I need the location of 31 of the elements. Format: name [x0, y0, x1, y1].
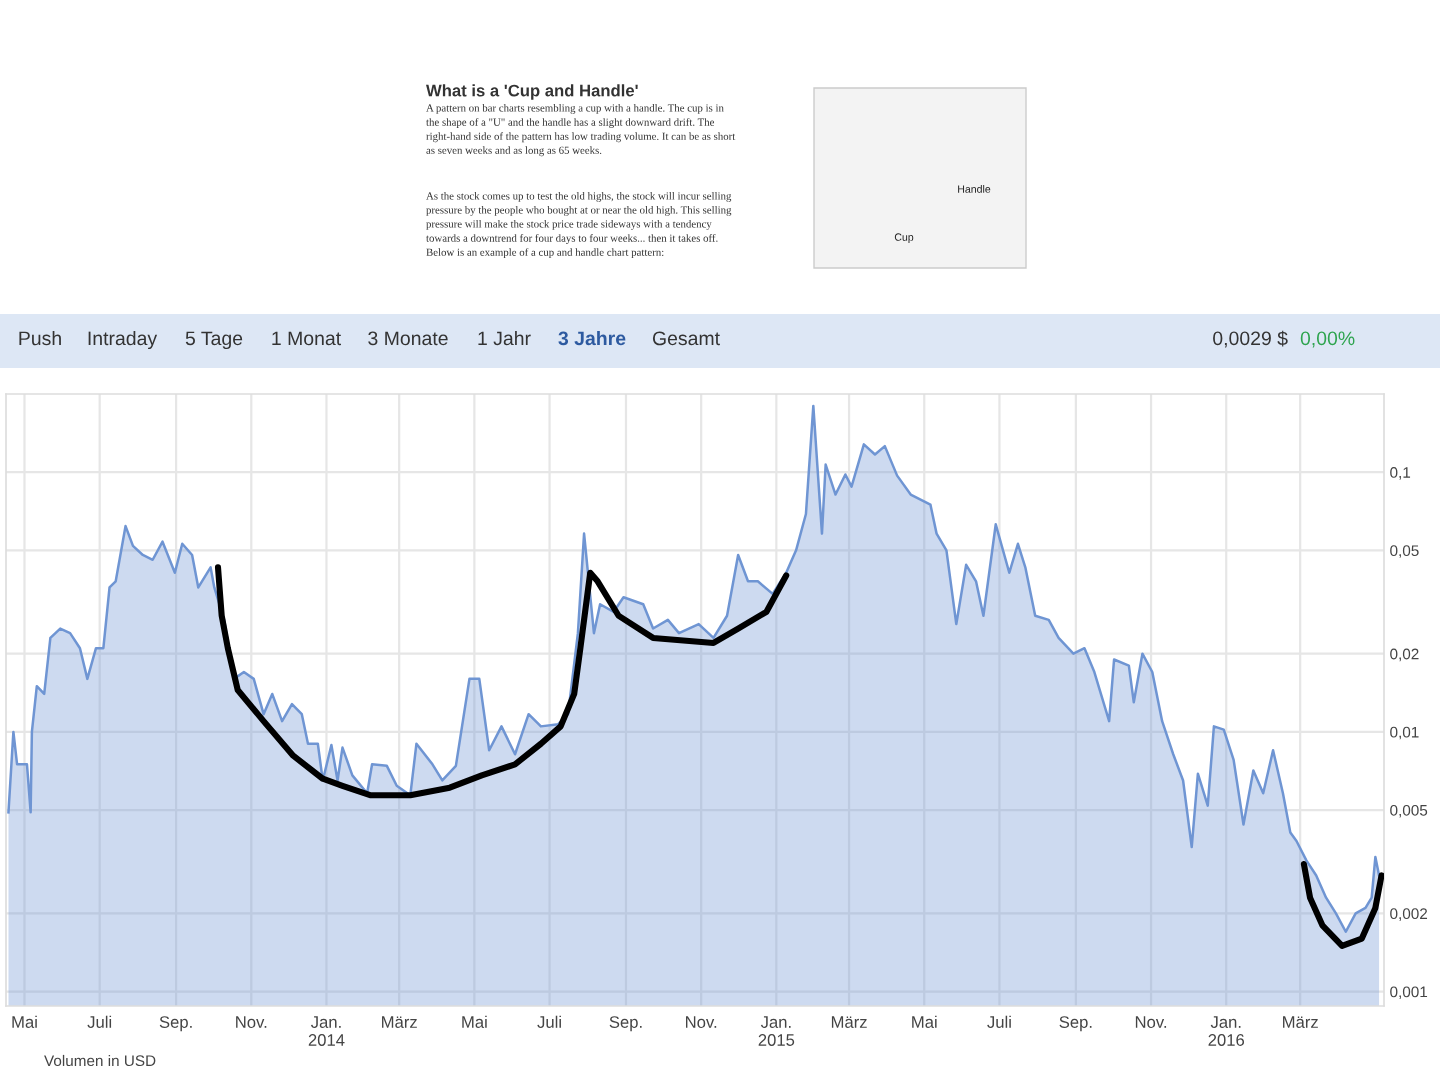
- line-series: [214, 564, 790, 799]
- line-series: [1300, 860, 1384, 949]
- x-tick-label: März: [1283, 1016, 1318, 1028]
- x-tick-label: Sep.: [1059, 1016, 1092, 1032]
- text: 0,0029 $: [1213, 330, 1288, 348]
- x-tick-label: Mai: [12, 1015, 37, 1028]
- text: 1 Jahr: [478, 330, 531, 346]
- text: 1 Monat: [272, 331, 341, 346]
- text: Gesamt: [652, 331, 720, 346]
- x-tick-label: Jan. 2014: [308, 1016, 345, 1046]
- x-tick-label: Nov.: [236, 1016, 267, 1028]
- x-tick-label: Juli: [537, 1015, 561, 1028]
- text: Intraday: [88, 330, 158, 350]
- x-tick-label: Mai: [462, 1015, 487, 1028]
- x-tick-label: März: [831, 1016, 867, 1028]
- x-tick-label: Sep.: [609, 1016, 642, 1032]
- text: 3 Monate: [368, 331, 448, 346]
- x-tick-label: Mai: [912, 1015, 937, 1028]
- chart-title: What is a 'Cup and Handle': [426, 84, 638, 100]
- x-tick-label: März: [382, 1016, 417, 1028]
- x-tick-label: Jan. 2015: [758, 1016, 795, 1046]
- x-tick-label: Juli: [87, 1015, 112, 1028]
- x-tick-label: Sep.: [159, 1016, 192, 1032]
- text: Push: [19, 330, 61, 346]
- text: 5 Tage: [185, 331, 243, 350]
- x-tick-label: Jan. 2016: [1208, 1016, 1245, 1046]
- text: 0,00%: [1300, 331, 1355, 348]
- x-tick-label: Nov.: [1135, 1016, 1167, 1028]
- text: 3 Jahre: [558, 330, 626, 346]
- x-tick-label: Nov.: [686, 1016, 717, 1028]
- x-tick-label: Juli: [987, 1015, 1011, 1028]
